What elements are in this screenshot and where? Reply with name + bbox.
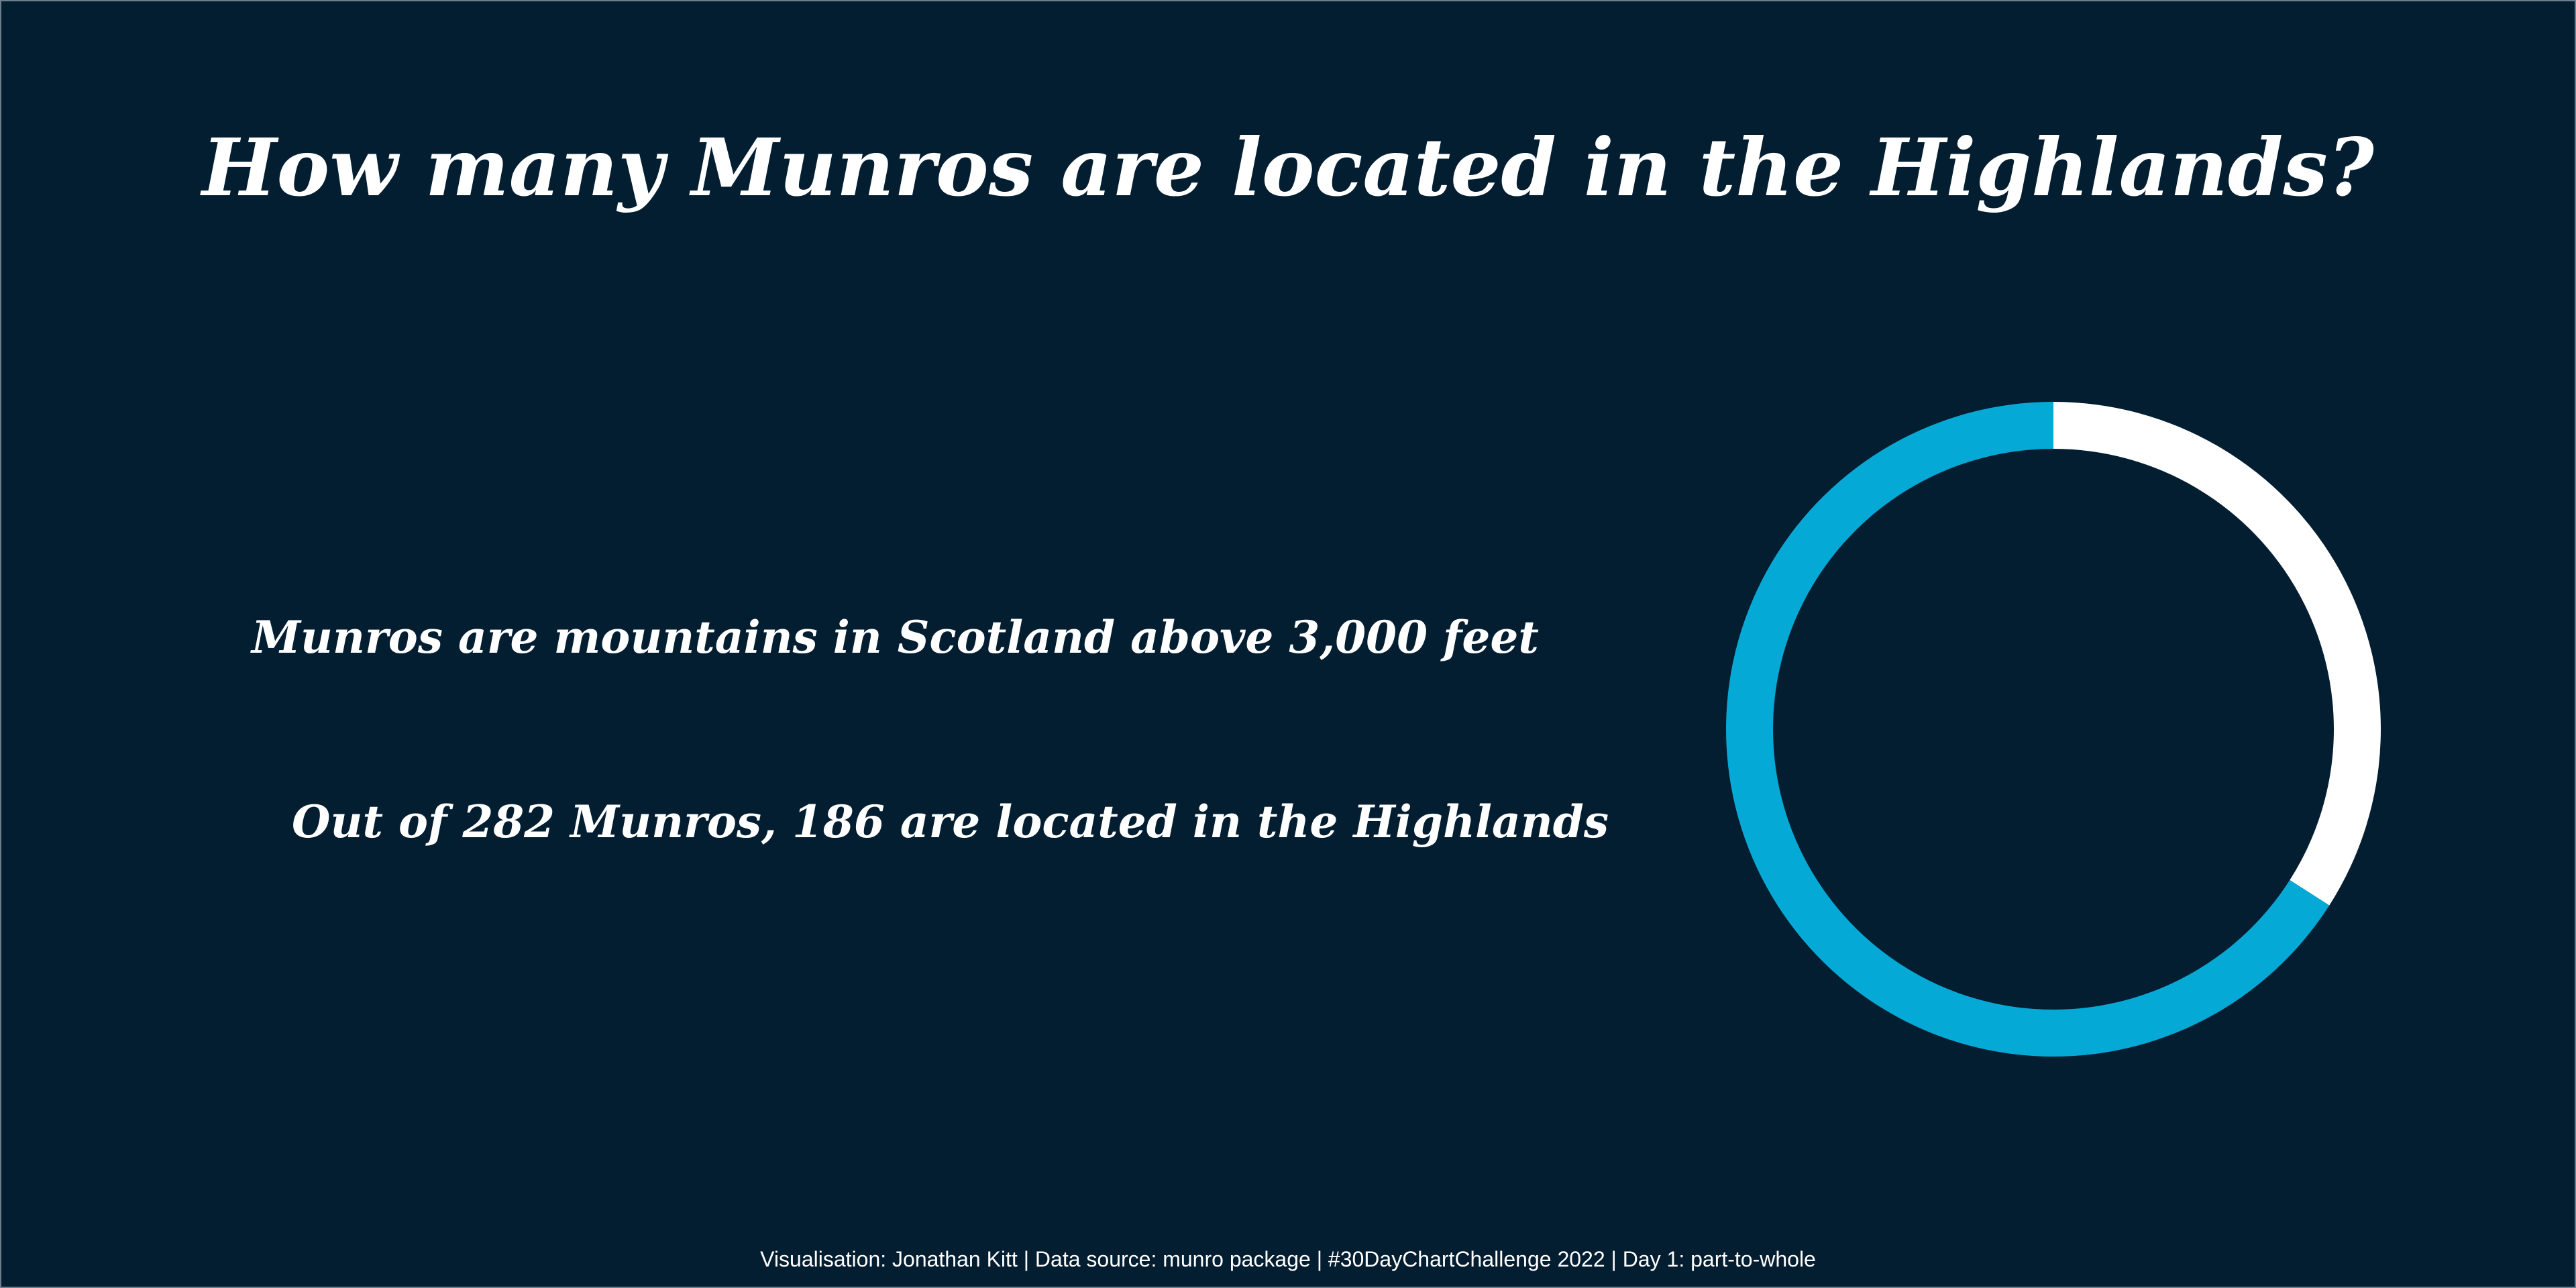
subtitle-fact: Out of 282 Munros, 186 are located in th… xyxy=(292,796,1609,848)
donut-slice-other xyxy=(2053,402,2381,906)
subtitle-definition: Munros are mountains in Scotland above 3… xyxy=(252,611,1539,663)
caption: Visualisation: Jonathan Kitt | Data sour… xyxy=(760,1247,1816,1271)
chart-title: How many Munros are located in the Highl… xyxy=(202,121,2374,214)
